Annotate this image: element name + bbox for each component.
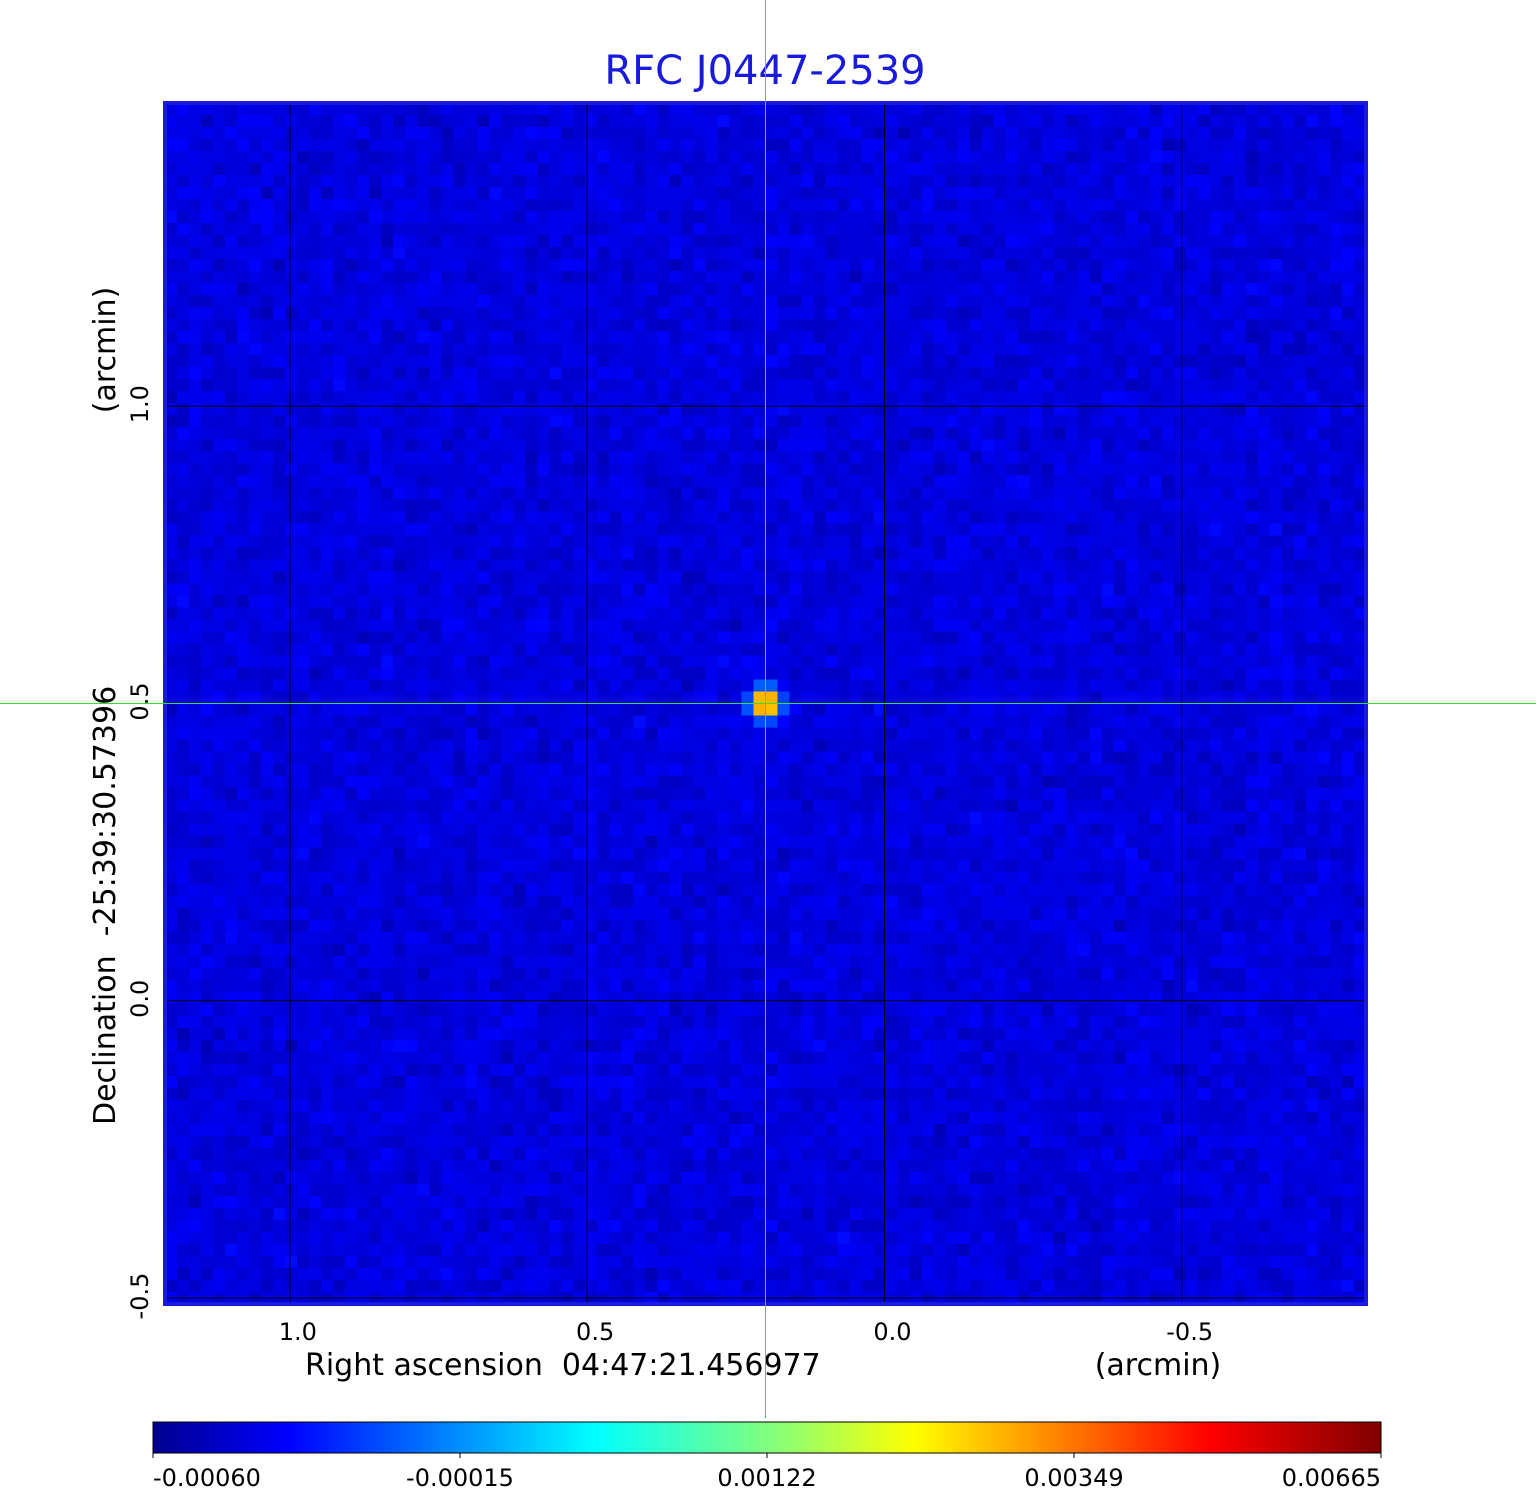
x-tick-label: 1.0 — [279, 1318, 317, 1346]
colorbar-tick-label: 0.00122 — [717, 1464, 816, 1492]
y-tick-label: 0.5 — [126, 682, 154, 720]
colorbar-tick-label: -0.00015 — [406, 1464, 514, 1492]
colorbar-tick-label: -0.00060 — [153, 1464, 261, 1492]
crosshair — [0, 0, 1536, 1418]
x-tick-labels: 1.0 0.5 0.0 -0.5 — [279, 1318, 1213, 1346]
y-tick-label: 1.0 — [126, 385, 154, 423]
colorbar-tick-label: 0.00665 — [1282, 1464, 1381, 1492]
y-axis-label: Declination -25:39:30.57396 — [88, 686, 123, 1125]
y-axis-unit: (arcmin) — [88, 287, 123, 414]
colorbar — [152, 1421, 1382, 1454]
x-tick-label: 0.0 — [873, 1318, 911, 1346]
y-tick-label: -0.5 — [126, 1273, 154, 1320]
colorbar-tick-label: 0.00349 — [1024, 1464, 1123, 1492]
x-tick-label: -0.5 — [1166, 1318, 1213, 1346]
colorbar-tick-labels: -0.00060 -0.00015 0.00122 0.00349 0.00665 — [152, 1453, 1382, 1492]
y-tick-label: 0.0 — [126, 980, 154, 1018]
x-tick-label: 0.5 — [576, 1318, 614, 1346]
x-axis-label: Right ascension 04:47:21.456977 — [305, 1348, 821, 1383]
x-axis-unit: (arcmin) — [1095, 1348, 1222, 1383]
y-tick-labels: 1.0 0.5 0.0 -0.5 — [126, 385, 154, 1319]
intensity-pixels — [165, 103, 1366, 1304]
